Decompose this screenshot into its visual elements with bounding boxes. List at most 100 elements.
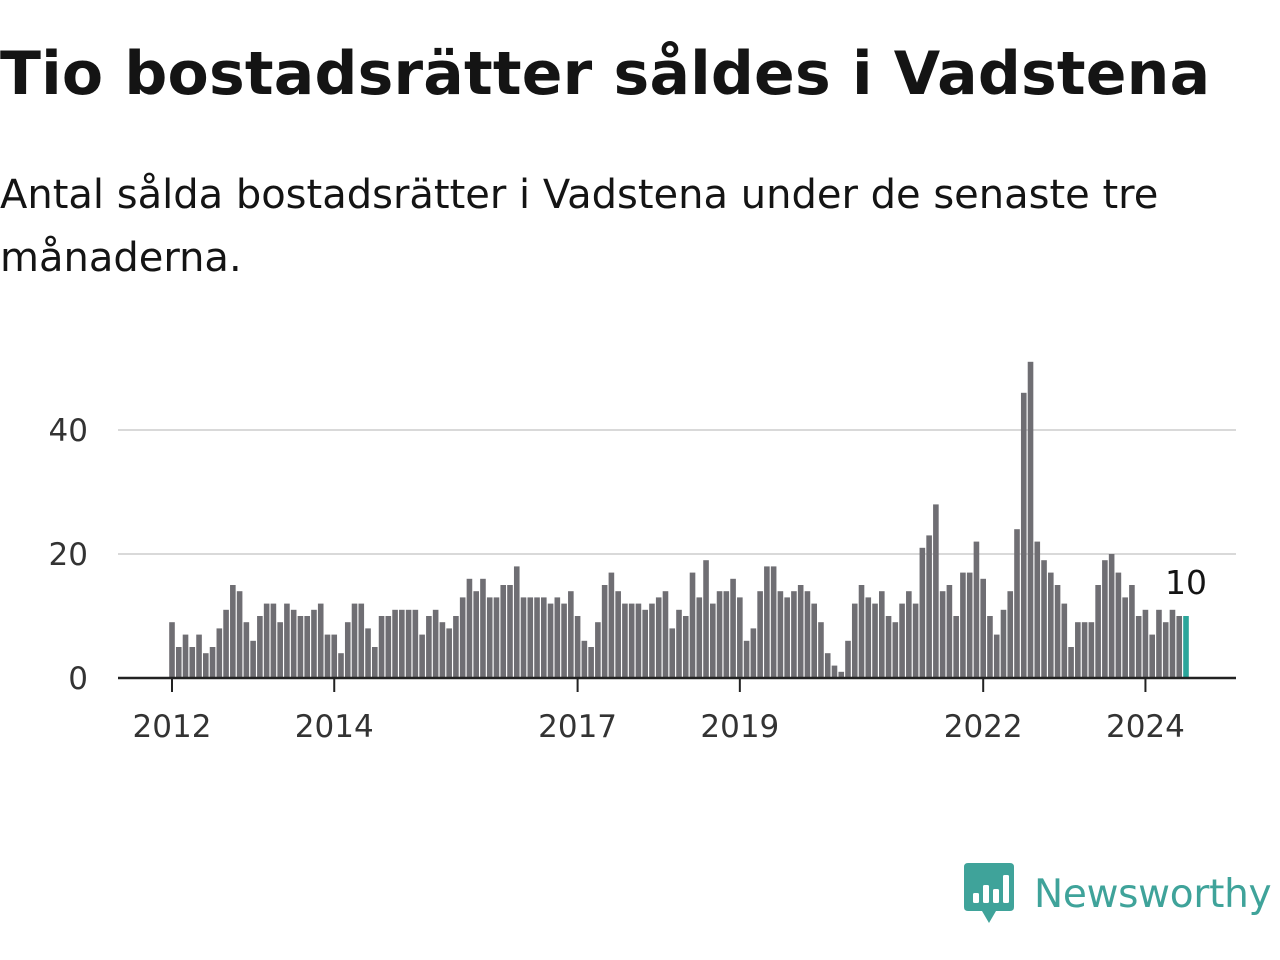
bar [703, 560, 709, 678]
bar [1027, 361, 1034, 678]
bar [1176, 616, 1183, 678]
bar [311, 609, 317, 678]
bar [203, 653, 209, 678]
bar [344, 622, 351, 678]
bar [960, 572, 966, 678]
bar [973, 541, 980, 678]
bar [399, 609, 405, 678]
bar [1129, 585, 1135, 678]
bar [1108, 554, 1115, 678]
bar [1135, 616, 1142, 678]
bar [710, 603, 716, 678]
bar [811, 603, 817, 678]
bar [372, 647, 378, 678]
bar [1054, 585, 1061, 678]
bar [1081, 622, 1088, 678]
bar [662, 591, 669, 678]
bar [682, 616, 689, 678]
bar [473, 591, 479, 678]
bar [1122, 597, 1128, 678]
bar [304, 616, 310, 678]
bar [824, 653, 831, 678]
bar [1149, 634, 1155, 678]
bar [892, 622, 899, 678]
bar [1068, 647, 1074, 678]
bar [1000, 609, 1007, 678]
bar [1061, 603, 1068, 678]
bar [615, 591, 621, 678]
newsworthy-logo-icon [964, 863, 1014, 923]
bar [446, 628, 452, 678]
bar [601, 585, 608, 678]
bar [939, 591, 946, 678]
bar [804, 591, 811, 678]
bar [953, 616, 959, 678]
bar [338, 653, 344, 678]
bar [297, 616, 304, 678]
x-tick-label-2024: 2024 [1106, 709, 1185, 745]
bar [1075, 622, 1081, 678]
bar [743, 640, 750, 678]
axis-labels: 0 20 40 2012 2014 2017 2019 2022 2024 10 [49, 413, 1207, 745]
bar [196, 634, 202, 678]
bar [649, 603, 655, 678]
bar [993, 634, 1000, 678]
bar [831, 665, 838, 678]
bar [987, 616, 993, 678]
bar [906, 591, 912, 678]
bar [797, 585, 804, 678]
bar [175, 647, 182, 678]
bar [223, 609, 229, 678]
bar [770, 566, 777, 678]
bar [480, 578, 486, 678]
latest-value-label: 10 [1165, 563, 1207, 602]
bars [169, 361, 1189, 678]
y-tick-label-20: 20 [49, 537, 88, 573]
bar [250, 640, 256, 678]
bar [1048, 572, 1054, 678]
bar [608, 572, 615, 678]
bar [182, 634, 189, 678]
bar [392, 609, 398, 678]
bar [588, 647, 594, 678]
bar [534, 597, 540, 678]
bar [554, 597, 561, 678]
bar [858, 585, 865, 678]
bar [270, 603, 277, 678]
x-tick-label-2022: 2022 [944, 709, 1023, 745]
bar [419, 634, 425, 678]
bar [764, 566, 770, 678]
bar [1007, 591, 1014, 678]
bar [926, 535, 932, 678]
bar [1034, 541, 1041, 678]
bar [547, 603, 554, 678]
bar [277, 622, 283, 678]
bar [561, 603, 567, 678]
bar [669, 628, 676, 678]
grid-lines [118, 429, 1236, 555]
bar [966, 572, 973, 678]
bar [1169, 609, 1176, 678]
bar [290, 609, 297, 678]
y-tick-label-0: 0 [68, 661, 88, 697]
bar [459, 597, 466, 678]
bar [595, 622, 601, 678]
bar [818, 622, 824, 678]
bar [263, 603, 270, 678]
bar [635, 603, 642, 678]
bar [243, 622, 250, 678]
bar-latest [1183, 616, 1189, 678]
bar [513, 566, 520, 678]
bar [507, 585, 513, 678]
brand-name: Newsworthy [1034, 871, 1272, 917]
bar [723, 591, 730, 678]
bar [284, 603, 290, 678]
x-tick-label-2012: 2012 [133, 709, 212, 745]
bar [236, 591, 243, 678]
bar [737, 597, 743, 678]
bar [581, 640, 588, 678]
bar [351, 603, 358, 678]
bar [486, 597, 493, 678]
bar [169, 622, 175, 678]
bar [879, 591, 885, 678]
